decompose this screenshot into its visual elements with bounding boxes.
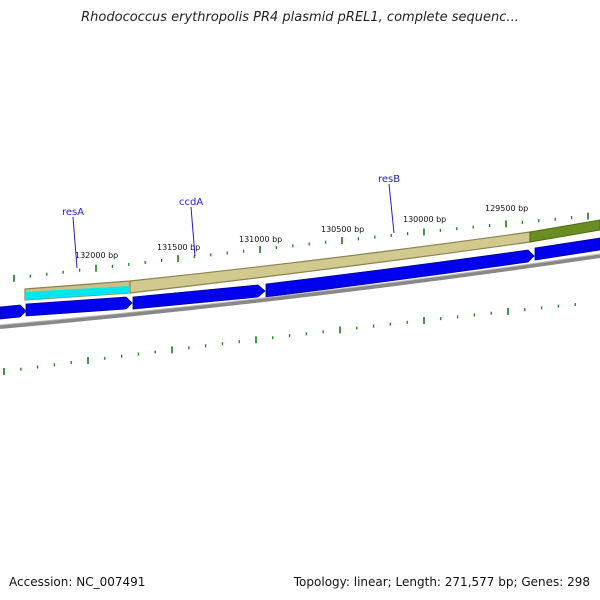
leader-resB bbox=[388, 183, 395, 234]
backbone-inner bbox=[0, 253, 600, 326]
gene-label-resA[interactable]: resA bbox=[62, 207, 84, 218]
gene-label-ccdA[interactable]: ccdA bbox=[179, 197, 203, 208]
gene-arrow-1[interactable] bbox=[0, 304, 27, 320]
gene-arrow-4[interactable] bbox=[265, 249, 535, 298]
gene-highlight bbox=[25, 286, 130, 300]
tick-label-130500: 130500 bp bbox=[321, 225, 364, 234]
leader-resA bbox=[72, 216, 78, 269]
leader-ccdA bbox=[190, 206, 196, 257]
gene-arrow-2[interactable] bbox=[25, 296, 133, 317]
tick-label-130000: 130000 bp bbox=[403, 215, 446, 224]
outer-tick-ring bbox=[13, 212, 589, 282]
accession-label: Accession: NC_007491 bbox=[9, 575, 146, 589]
inner-tick-ring bbox=[3, 303, 576, 375]
tick-label-131000: 131000 bp bbox=[239, 235, 282, 244]
gene-arrow-3[interactable] bbox=[132, 284, 266, 310]
map-title: Rhodococcus erythropolis PR4 plasmid pRE… bbox=[81, 10, 519, 25]
gene-label-resB[interactable]: resB bbox=[378, 174, 400, 185]
tick-label-129500: 129500 bp bbox=[485, 204, 528, 213]
gene-arrow-5[interactable] bbox=[534, 237, 600, 261]
summary-label: Topology: linear; Length: 271,577 bp; Ge… bbox=[293, 575, 590, 589]
tick-label-131500: 131500 bp bbox=[157, 243, 200, 252]
tick-label-132000: 132000 bp bbox=[75, 251, 118, 260]
backbone bbox=[0, 254, 600, 329]
feature-band-dark bbox=[529, 219, 600, 243]
